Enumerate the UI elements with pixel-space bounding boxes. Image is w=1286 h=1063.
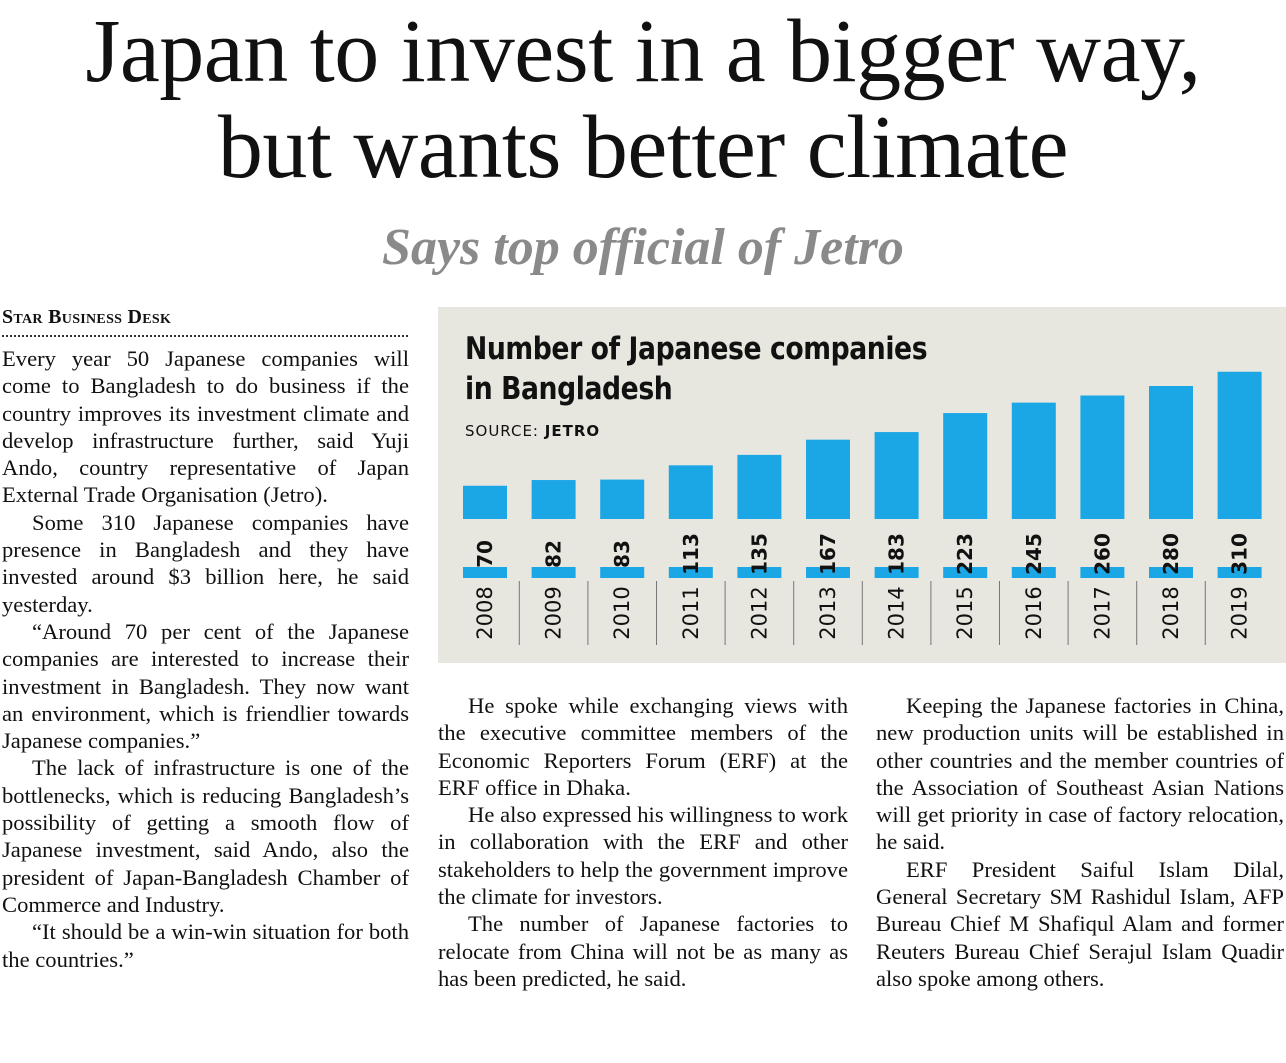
bar-base-2019 bbox=[1217, 567, 1262, 578]
x-tick-label-2009: 2009 bbox=[542, 586, 566, 639]
bar-2016 bbox=[1011, 402, 1056, 519]
article-column-2: He spoke while exchanging views with the… bbox=[438, 692, 848, 992]
chart-source-label: SOURCE: bbox=[465, 422, 545, 440]
chart-source: SOURCE: JETRO bbox=[465, 422, 600, 440]
data-label-2019: 310 bbox=[1228, 533, 1252, 575]
bar-base-2010 bbox=[600, 567, 645, 578]
bar-base-2008 bbox=[463, 567, 507, 578]
data-label-2013: 167 bbox=[816, 533, 840, 575]
bar-2012 bbox=[737, 454, 782, 519]
bar-base-2014 bbox=[874, 567, 919, 578]
bar-chart: 70 2008 82 2009 83 2010 113 2011 135 2012 167 2013 1… bbox=[463, 371, 1262, 645]
paragraph: The number of Japanese factories to relo… bbox=[438, 911, 848, 991]
bar-2017 bbox=[1080, 395, 1125, 519]
paragraph: ERF President Saiful Islam Dilal, Genera… bbox=[876, 856, 1284, 991]
chart-title: Number of Japanese companies in Banglade… bbox=[465, 329, 947, 409]
headline: Japan to invest in a bigger way, but wan… bbox=[0, 4, 1286, 196]
headline-line-1: Japan to invest in a bigger way, bbox=[85, 2, 1201, 101]
bar-2019 bbox=[1217, 371, 1262, 519]
chart-title-line-1: Number of Japanese companies bbox=[465, 331, 928, 367]
paragraph: He spoke while exchanging views with the… bbox=[438, 693, 848, 800]
paragraph: Every year 50 Japanese companies will co… bbox=[2, 346, 409, 508]
headline-line-2: but wants better climate bbox=[217, 98, 1069, 197]
x-tick-label-2010: 2010 bbox=[610, 586, 634, 639]
x-tick-label-2008: 2008 bbox=[473, 586, 497, 639]
paragraph: Keeping the Japanese factories in China,… bbox=[876, 693, 1284, 855]
chart-panel: Number of Japanese companies in Banglade… bbox=[438, 307, 1286, 663]
bar-2008 bbox=[463, 485, 507, 519]
x-tick-label-2017: 2017 bbox=[1090, 586, 1114, 639]
bar-2015 bbox=[943, 413, 988, 519]
bar-base-2016 bbox=[1011, 567, 1056, 578]
x-tick-label-2019: 2019 bbox=[1228, 586, 1252, 639]
bar-2011 bbox=[668, 465, 713, 519]
paragraph: “It should be a win-win situation for bo… bbox=[2, 919, 409, 972]
data-label-2009: 82 bbox=[542, 540, 566, 568]
bar-2013 bbox=[806, 439, 850, 519]
x-tick-label-2015: 2015 bbox=[953, 586, 977, 639]
article-column-3: Keeping the Japanese factories in China,… bbox=[876, 692, 1284, 992]
bar-base-2017 bbox=[1080, 567, 1125, 578]
x-tick-label-2016: 2016 bbox=[1022, 586, 1046, 639]
x-tick-label-2012: 2012 bbox=[747, 586, 771, 639]
bar-base-2018 bbox=[1149, 567, 1193, 578]
paragraph: The lack of infrastructure is one of the… bbox=[2, 755, 409, 917]
bar-base-2011 bbox=[668, 567, 713, 578]
data-label-2017: 260 bbox=[1090, 533, 1114, 575]
bar-base-2015 bbox=[943, 567, 988, 578]
data-label-2008: 70 bbox=[473, 540, 497, 568]
data-label-2015: 223 bbox=[953, 533, 977, 575]
chart-source-value: JETRO bbox=[544, 422, 601, 440]
bar-base-2013 bbox=[806, 567, 850, 578]
bar-2009 bbox=[531, 480, 576, 519]
x-tick-label-2014: 2014 bbox=[885, 586, 909, 639]
data-label-2016: 245 bbox=[1022, 533, 1046, 575]
bar-2014 bbox=[874, 432, 919, 519]
subheadline: Says top official of Jetro bbox=[382, 219, 904, 276]
data-label-2018: 280 bbox=[1159, 533, 1183, 575]
x-tick-label-2013: 2013 bbox=[816, 586, 840, 639]
bar-2018 bbox=[1149, 386, 1193, 519]
chart-title-line-2: in Bangladesh bbox=[465, 371, 673, 407]
data-label-2011: 113 bbox=[679, 533, 703, 575]
paragraph: Some 310 Japanese companies have presenc… bbox=[2, 509, 409, 617]
article-column-1: Every year 50 Japanese companies will co… bbox=[2, 345, 409, 973]
bar-base-2009 bbox=[531, 567, 576, 578]
data-label-2010: 83 bbox=[610, 540, 634, 568]
paragraph: He also expressed his willingness to wor… bbox=[438, 802, 848, 910]
x-tick-label-2011: 2011 bbox=[679, 586, 703, 639]
byline: Star Business Desk bbox=[2, 306, 408, 337]
bar-base-2012 bbox=[737, 567, 782, 578]
data-label-2012: 135 bbox=[747, 533, 771, 575]
x-tick-label-2018: 2018 bbox=[1159, 586, 1183, 639]
paragraph: “Around 70 per cent of the Japanese comp… bbox=[2, 618, 409, 754]
data-label-2014: 183 bbox=[885, 533, 909, 575]
bar-2010 bbox=[600, 479, 645, 519]
